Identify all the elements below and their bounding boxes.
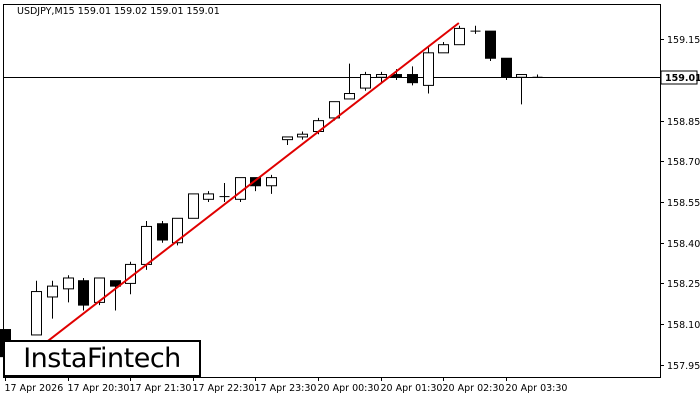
candle-body <box>376 74 387 78</box>
candle-body <box>438 44 449 54</box>
candle-body <box>141 225 152 265</box>
x-tick-label: 17 Apr 2026 <box>5 383 64 394</box>
y-tick-label: 158.85 <box>667 117 700 128</box>
x-tick-label: 17 Apr 23:30 <box>255 383 317 394</box>
candle-body <box>94 277 105 303</box>
candle-body <box>31 291 42 336</box>
candle-body <box>454 27 465 46</box>
y-tick-label: 158.55 <box>667 198 700 209</box>
x-tick-label: 20 Apr 02:30 <box>443 383 505 394</box>
candle-body <box>344 93 355 100</box>
x-tick-label: 17 Apr 22:30 <box>193 383 255 394</box>
y-tick-label: 158.40 <box>667 239 700 250</box>
candle-body <box>485 30 496 59</box>
candle-body <box>172 217 183 244</box>
candle-body <box>203 193 214 200</box>
candle-body <box>407 74 418 84</box>
y-tick-label: 158.10 <box>667 320 700 331</box>
candle-body <box>360 74 371 89</box>
candle-body <box>329 101 340 119</box>
candle-body <box>188 193 199 219</box>
current-price-label: 159.01 <box>665 73 700 84</box>
brand-watermark-text: InstaFintech <box>23 343 181 374</box>
x-tick-label: 20 Apr 03:30 <box>506 383 568 394</box>
candle-body <box>110 280 121 287</box>
current-price-box <box>660 70 698 85</box>
plot-frame <box>3 4 661 378</box>
x-tick-label: 17 Apr 21:30 <box>130 383 192 394</box>
y-tick-label: 158.25 <box>667 279 700 290</box>
x-tick-label: 17 Apr 20:30 <box>68 383 130 394</box>
y-tick-label: 158.70 <box>667 157 700 168</box>
candle-body <box>157 223 168 241</box>
candle-body <box>250 177 261 187</box>
candle-body <box>282 136 293 141</box>
x-tick-label: 20 Apr 01:30 <box>381 383 443 394</box>
candle-body <box>297 133 308 138</box>
y-tick-label: 159.15 <box>667 35 700 46</box>
brand-watermark: InstaFintech <box>3 340 201 377</box>
x-tick-label: 20 Apr 00:30 <box>318 383 380 394</box>
chart-info-label: USDJPY,M15 159.01 159.02 159.01 159.01 <box>17 6 220 17</box>
y-tick-label: 157.95 <box>667 361 700 372</box>
candle-body <box>501 57 512 78</box>
candle-body <box>266 177 277 187</box>
candle-body <box>423 52 434 86</box>
trendline <box>20 22 460 363</box>
candle-body <box>516 74 527 78</box>
candle-body <box>78 280 89 306</box>
candle-body <box>63 277 74 290</box>
candle-body <box>47 285 58 298</box>
